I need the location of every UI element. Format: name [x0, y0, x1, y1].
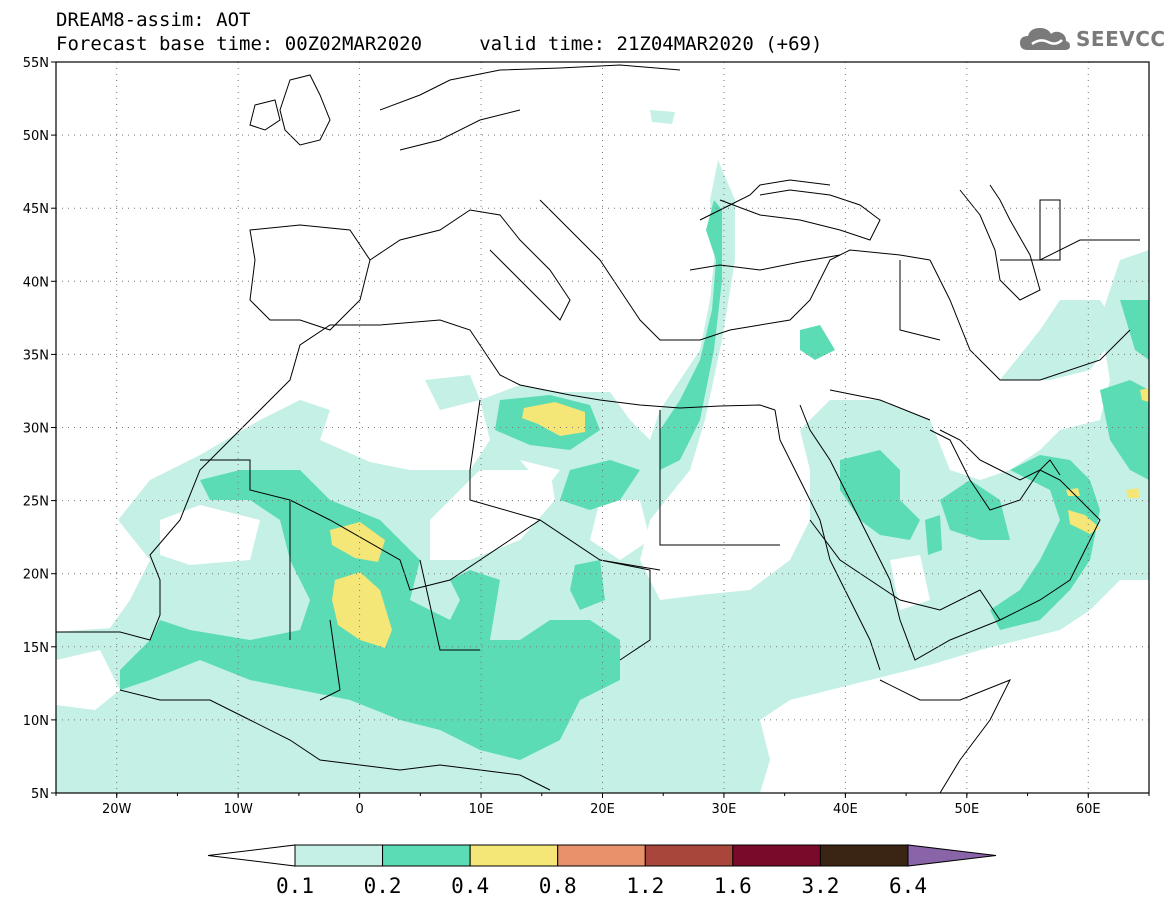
colorbar-tick-label: 3.2	[801, 874, 839, 898]
lon-tick-label: 40E	[833, 802, 858, 817]
lon-tick-label: 10W	[223, 802, 253, 817]
lat-tick-label: 30N	[23, 422, 49, 437]
colorbar-box	[294, 844, 384, 867]
forecast-time-line: Forecast base time: 00Z02MAR2020 valid t…	[56, 33, 823, 55]
lon-tick-label: 20E	[590, 802, 615, 817]
colorbar-tick-label: 6.4	[889, 874, 927, 898]
colorbar-tick-label: 0.4	[451, 874, 489, 898]
colorbar-box	[644, 844, 734, 867]
lat-tick-label: 55N	[23, 56, 49, 71]
colorbar-tick-label: 1.6	[714, 874, 752, 898]
colorbar-tick-label: 1.2	[626, 874, 664, 898]
lat-tick-label: 10N	[23, 714, 49, 729]
lat-tick-label: 25N	[23, 495, 49, 510]
coastlines	[56, 64, 1140, 793]
lat-tick-label: 35N	[23, 348, 49, 363]
cloud-icon	[1020, 28, 1070, 50]
colorbar: 0.1 0.2 0.4 0.8 1.2 1.6 3.2 6.4	[207, 844, 997, 898]
colorbar-tick-label: 0.8	[539, 874, 577, 898]
lat-tick-label: 45N	[23, 202, 49, 217]
lat-tick-label: 20N	[23, 568, 49, 583]
colorbar-tick-label: 0.1	[276, 874, 314, 898]
seevccc-logo: SEEVCCC	[1018, 24, 1165, 54]
lon-tick-label: 50E	[954, 802, 979, 817]
lon-tick-label: 0	[355, 802, 363, 817]
lat-tick-label: 50N	[23, 129, 49, 144]
colorbar-under-arrow	[207, 844, 296, 867]
axis-labels: 55N 50N 45N 40N 35N 30N 25N 20N 15N 10N 5N 20W 10W 0 1…	[23, 56, 1150, 817]
lon-tick-label: 30E	[712, 802, 737, 817]
lat-tick-label: 5N	[31, 787, 49, 802]
logo-text: SEEVCCC	[1076, 27, 1165, 51]
colorbar-over-arrow	[907, 844, 997, 867]
colorbar-tick-label: 0.2	[364, 874, 402, 898]
lon-tick-label: 20W	[102, 802, 132, 817]
lat-tick-label: 15N	[23, 641, 49, 656]
colorbar-box	[819, 844, 909, 867]
colorbar-box	[732, 844, 821, 867]
colorbar-box	[469, 844, 559, 867]
colorbar-box	[382, 844, 471, 867]
lat-tick-label: 40N	[23, 275, 49, 290]
colorbar-box	[557, 844, 646, 867]
lon-tick-label: 10E	[469, 802, 494, 817]
graticule	[56, 62, 1149, 793]
lon-tick-label: 60E	[1076, 802, 1101, 817]
product-title: DREAM8-assim: AOT	[56, 9, 251, 31]
